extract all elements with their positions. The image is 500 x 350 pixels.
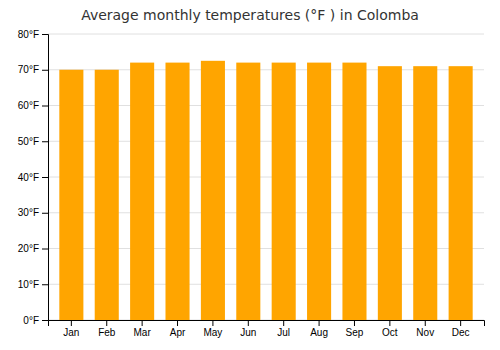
y-tick: 10°F (18, 279, 48, 290)
x-tick: Mar (134, 320, 152, 338)
title: Average monthly temperatures (°F ) in Co… (81, 7, 419, 23)
bar (201, 61, 225, 320)
bars (59, 61, 472, 320)
y-tick: 70°F (18, 64, 48, 75)
bar (307, 63, 331, 320)
y-tick-label: 70°F (18, 64, 39, 75)
bar (342, 63, 366, 320)
y-tick: 20°F (18, 243, 48, 254)
x-tick: Jul (277, 320, 290, 338)
x-tick: Jun (240, 320, 256, 338)
x-tick-label: May (203, 327, 222, 338)
y-tick: 60°F (18, 100, 48, 111)
x-tick: Feb (98, 320, 116, 338)
x-tick-label: Nov (416, 327, 434, 338)
y-tick-mark (42, 177, 48, 178)
bar (272, 63, 296, 320)
bar (378, 66, 402, 320)
y-tick-label: 30°F (18, 207, 39, 218)
y-tick-mark (42, 70, 48, 71)
x-tick: Aug (310, 320, 328, 338)
x-tick: Sep (346, 320, 364, 338)
bar (236, 63, 260, 320)
x-tick-label: Jun (240, 327, 256, 338)
y-tick: 0°F (23, 315, 48, 326)
y-tick-mark (42, 249, 48, 250)
x-tick-mark (142, 320, 143, 326)
x-tick: Nov (416, 320, 434, 338)
x-tick: May (203, 320, 222, 338)
y-tick-label: 60°F (18, 100, 39, 111)
y-tick-label: 20°F (18, 243, 39, 254)
y-tick: 30°F (18, 207, 48, 218)
y-tick-label: 80°F (18, 29, 39, 40)
y-tick-mark (42, 106, 48, 107)
x-tick-label: Mar (134, 327, 152, 338)
x-tick-mark (212, 320, 213, 326)
x-tick-mark (106, 320, 107, 326)
x-tick: Oct (382, 320, 398, 338)
plot: 0°F 10°F 20°F 30°F 40°F 50°F 60°F 70°F 80°F Jan Fe… (18, 29, 485, 338)
x-tick: Dec (452, 320, 470, 338)
y-tick-label: 0°F (23, 315, 39, 326)
grid-line (48, 34, 484, 35)
x-tick-mark (71, 320, 72, 326)
x-axis: Jan Feb Mar Apr May Jun Jul Aug Sep Oct Nov Dec (49, 320, 485, 338)
chart: 0°F 10°F 20°F 30°F 40°F 50°F 60°F 70°F 80°F Jan Fe… (0, 0, 500, 350)
x-tick-label: Feb (98, 327, 116, 338)
y-tick-label: 40°F (18, 172, 39, 183)
x-tick-label: Aug (310, 327, 328, 338)
bar (413, 66, 437, 320)
x-tick-label: Dec (452, 327, 470, 338)
y-tick: 50°F (18, 136, 48, 147)
y-tick: 40°F (18, 172, 48, 183)
bar (59, 70, 83, 320)
x-tick-label: Jan (63, 327, 79, 338)
bar (130, 63, 154, 320)
x-tick-label: Apr (170, 327, 186, 338)
x-axis-line (49, 321, 485, 327)
x-tick-label: Oct (382, 327, 398, 338)
y-tick: 80°F (18, 29, 48, 40)
y-tick-mark (42, 141, 48, 142)
x-tick-mark (248, 320, 249, 326)
x-tick-mark (389, 320, 390, 326)
x-tick-mark (177, 320, 178, 326)
x-tick-mark (319, 320, 320, 326)
y-tick-mark (42, 320, 48, 321)
bar (95, 70, 119, 320)
x-tick-mark (425, 320, 426, 326)
x-tick-mark (354, 320, 355, 326)
y-tick-label: 10°F (18, 279, 39, 290)
y-tick-mark (42, 284, 48, 285)
x-tick-mark (283, 320, 284, 326)
y-tick-mark (42, 213, 48, 214)
x-tick-label: Sep (346, 327, 364, 338)
x-tick: Jan (63, 320, 79, 338)
y-tick-label: 50°F (18, 136, 39, 147)
bar (165, 63, 189, 320)
grid (48, 34, 484, 320)
bar (449, 66, 473, 320)
y-tick-mark (42, 34, 48, 35)
y-axis-line (42, 35, 49, 321)
x-tick-mark (460, 320, 461, 326)
x-tick-label: Jul (277, 327, 290, 338)
y-axis: 0°F 10°F 20°F 30°F 40°F 50°F 60°F 70°F 80°F (18, 29, 49, 326)
x-tick: Apr (170, 320, 186, 338)
